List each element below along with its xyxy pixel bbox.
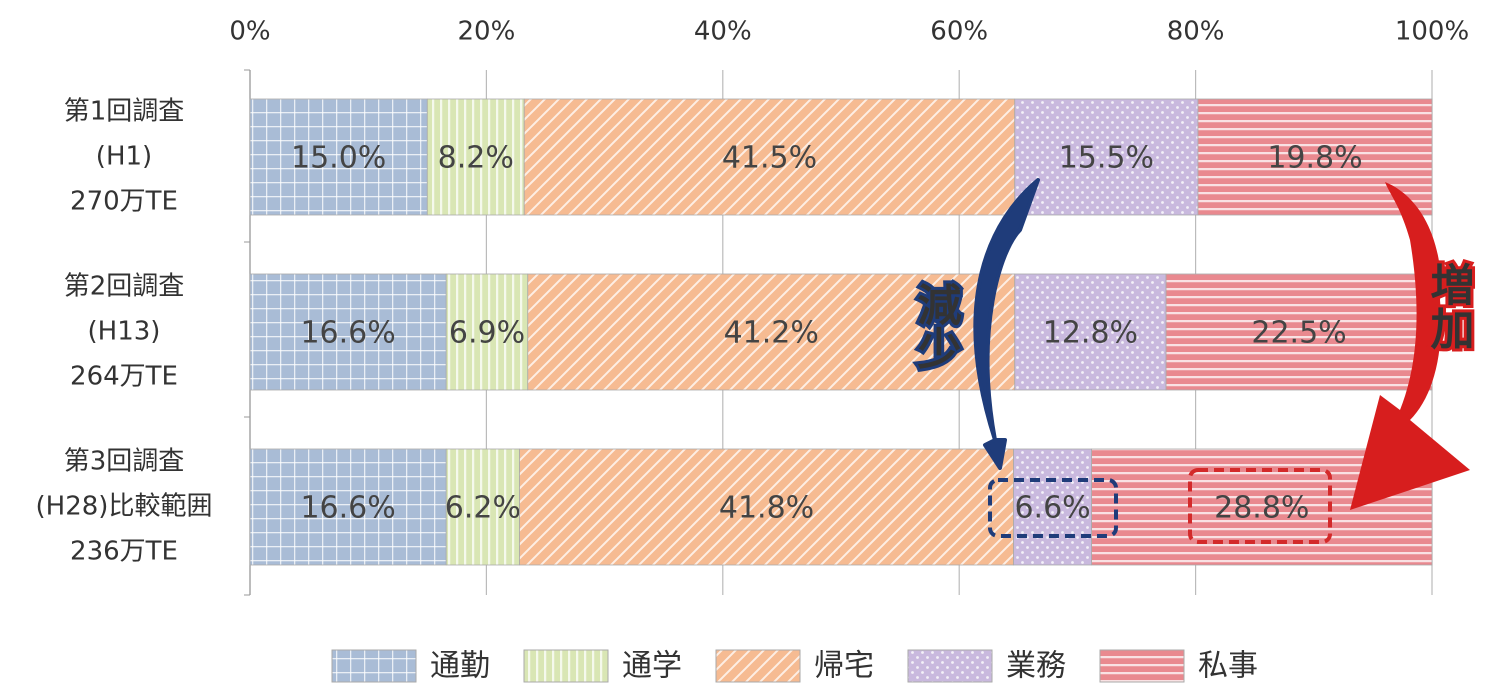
data-label: 16.6% — [300, 491, 395, 526]
x-tick-label: 100% — [1395, 17, 1469, 47]
data-label: 6.6% — [1014, 491, 1090, 526]
x-tick-label: 60% — [930, 17, 988, 47]
data-label: 8.2% — [438, 141, 514, 176]
legend-swatch — [907, 649, 993, 683]
bar-segment — [1014, 98, 1199, 216]
bar-segment — [1014, 273, 1167, 391]
arrow — [973, 178, 1040, 470]
annotation: 増加 — [1423, 262, 1475, 350]
category-label: 第3回調査 — [64, 447, 185, 477]
x-tick-label: 20% — [458, 17, 516, 47]
legend-label: 通学 — [622, 649, 682, 684]
highlight-box — [988, 478, 1118, 538]
data-label: 41.5% — [722, 141, 817, 176]
category-label: 264万TE — [70, 362, 178, 392]
category-label: (H1) — [96, 142, 152, 172]
bar-segment — [1165, 273, 1433, 391]
category-label: 第2回調査 — [64, 272, 185, 302]
data-label: 28.8% — [1214, 491, 1309, 526]
data-label: 12.8% — [1043, 316, 1138, 351]
legend-swatch — [331, 649, 417, 683]
x-tick-label: 0% — [229, 17, 270, 47]
category-label: 第1回調査 — [64, 97, 185, 127]
legend-swatch — [1099, 649, 1185, 683]
legend-swatch — [715, 649, 801, 683]
bar-segment — [249, 98, 428, 216]
annotation: 減少 — [910, 282, 962, 370]
bar-segment — [523, 98, 1016, 216]
category-label: (H28)比較範囲 — [36, 492, 213, 522]
data-label: 15.5% — [1059, 141, 1154, 176]
bar-segment — [445, 273, 529, 391]
x-tick-label: 40% — [694, 17, 752, 47]
data-label: 41.2% — [724, 316, 819, 351]
legend-label: 業務 — [1006, 649, 1066, 684]
legend-label: 帰宅 — [814, 649, 874, 684]
category-label: (H13) — [88, 317, 161, 347]
data-label: 41.8% — [719, 491, 814, 526]
data-label: 6.9% — [449, 316, 525, 351]
highlight-box — [1188, 468, 1332, 544]
arrow — [1350, 182, 1470, 510]
category-label: 236万TE — [70, 537, 178, 567]
data-label: 16.6% — [300, 316, 395, 351]
data-label: 15.0% — [291, 141, 386, 176]
data-label: 6.2% — [445, 491, 521, 526]
data-label: 22.5% — [1251, 316, 1346, 351]
legend-label: 私事 — [1198, 649, 1258, 684]
bar-segment — [249, 448, 447, 566]
x-tick-label: 80% — [1167, 17, 1225, 47]
legend-swatch — [523, 649, 609, 683]
legend-label: 通勤 — [430, 649, 490, 684]
bar-segment — [426, 98, 525, 216]
bar-segment — [1013, 448, 1092, 566]
bar-segment — [249, 273, 447, 391]
bar-segment — [445, 448, 520, 566]
data-label: 19.8% — [1267, 141, 1362, 176]
category-label: 270万TE — [70, 187, 178, 217]
bar-segment — [519, 448, 1014, 566]
